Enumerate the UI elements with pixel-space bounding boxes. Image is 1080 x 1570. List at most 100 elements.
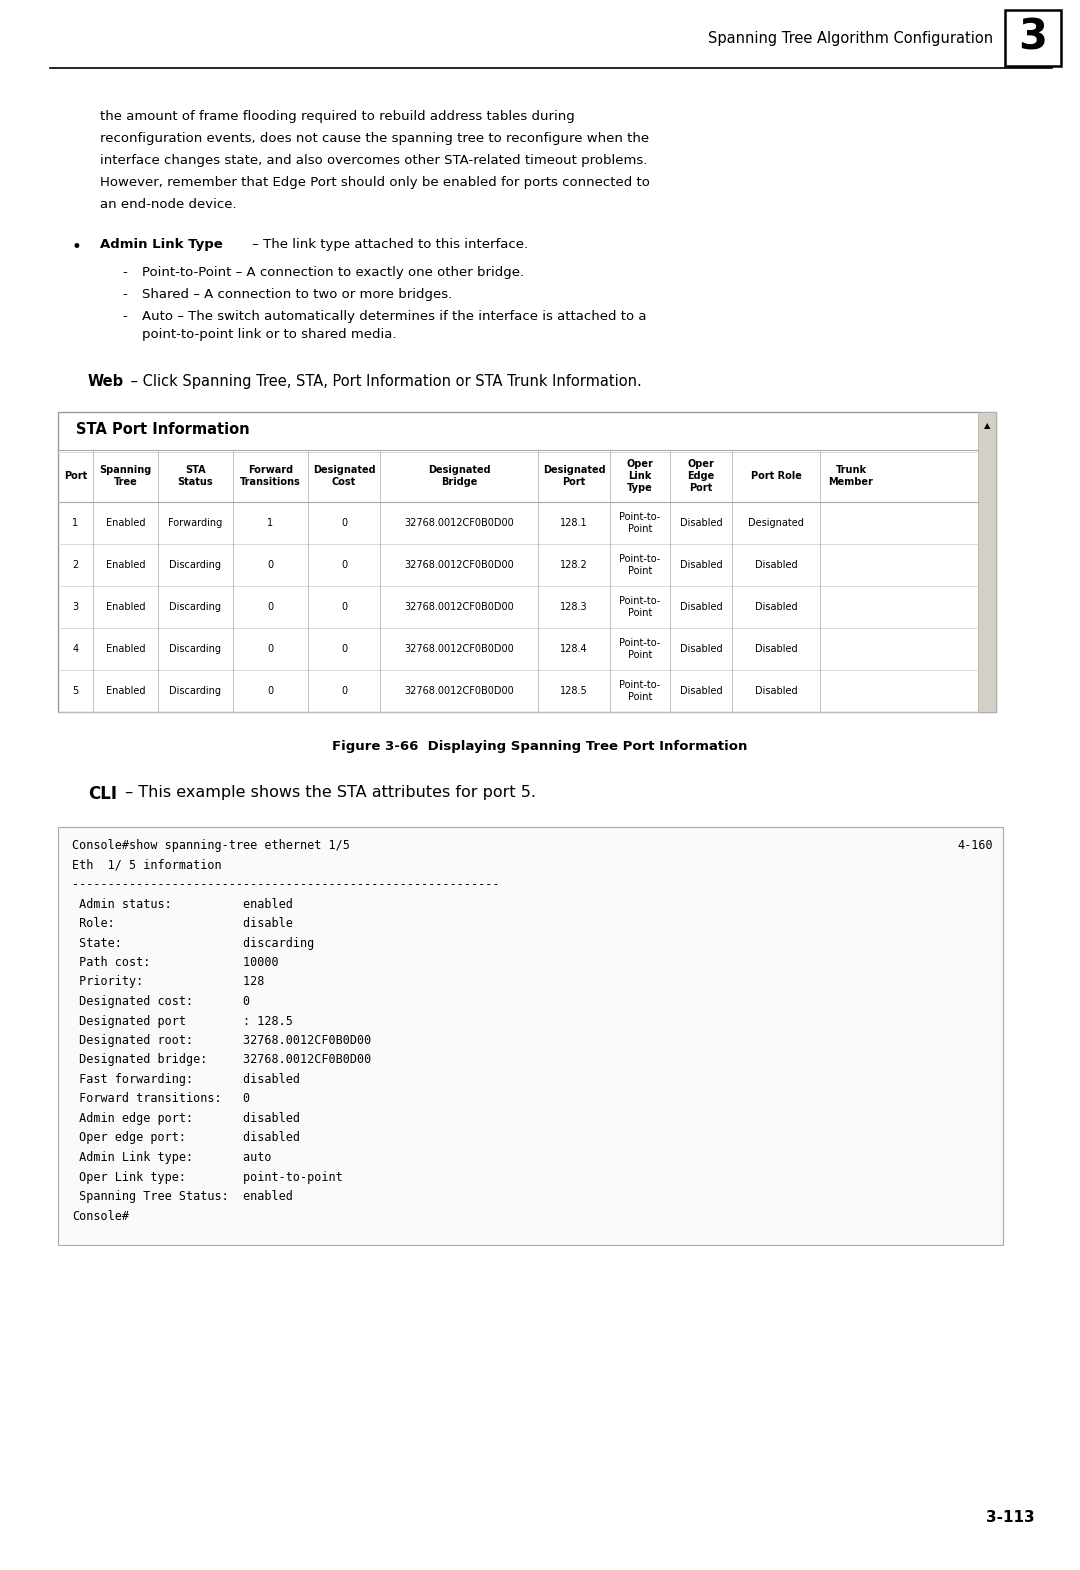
Text: Role:                  disable: Role: disable bbox=[72, 917, 293, 929]
Text: Trunk
Member: Trunk Member bbox=[828, 465, 874, 487]
Text: •: • bbox=[72, 239, 82, 256]
Text: Point-to-
Point: Point-to- Point bbox=[619, 597, 661, 619]
Text: the amount of frame flooding required to rebuild address tables during: the amount of frame flooding required to… bbox=[100, 110, 575, 122]
Text: 0: 0 bbox=[268, 644, 273, 655]
Text: Oper
Link
Type: Oper Link Type bbox=[626, 458, 653, 493]
Text: Point-to-
Point: Point-to- Point bbox=[619, 680, 661, 702]
Text: Point-to-Point – A connection to exactly one other bridge.: Point-to-Point – A connection to exactly… bbox=[141, 265, 524, 279]
Text: Auto – The switch automatically determines if the interface is attached to a: Auto – The switch automatically determin… bbox=[141, 309, 647, 323]
Text: Priority:              128: Priority: 128 bbox=[72, 975, 265, 989]
Text: Fast forwarding:       disabled: Fast forwarding: disabled bbox=[72, 1072, 300, 1086]
Text: Enabled: Enabled bbox=[106, 686, 145, 696]
Text: Disabled: Disabled bbox=[679, 644, 723, 655]
Text: Admin status:          enabled: Admin status: enabled bbox=[72, 898, 293, 911]
Text: Designated
Bridge: Designated Bridge bbox=[428, 465, 490, 487]
Text: Oper edge port:        disabled: Oper edge port: disabled bbox=[72, 1132, 300, 1145]
Text: Spanning
Tree: Spanning Tree bbox=[99, 465, 151, 487]
Text: 1: 1 bbox=[72, 518, 79, 528]
Text: 128.2: 128.2 bbox=[561, 560, 588, 570]
Text: 128.5: 128.5 bbox=[561, 686, 588, 696]
Text: 3: 3 bbox=[1018, 17, 1048, 60]
Text: Discarding: Discarding bbox=[170, 686, 221, 696]
Text: 32768.0012CF0B0D00: 32768.0012CF0B0D00 bbox=[404, 560, 514, 570]
Text: Shared – A connection to two or more bridges.: Shared – A connection to two or more bri… bbox=[141, 287, 453, 301]
Text: Enabled: Enabled bbox=[106, 644, 145, 655]
Text: 0: 0 bbox=[341, 686, 347, 696]
Text: -: - bbox=[122, 265, 126, 279]
Text: reconfiguration events, does not cause the spanning tree to reconfigure when the: reconfiguration events, does not cause t… bbox=[100, 132, 649, 144]
Text: State:                 discarding: State: discarding bbox=[72, 936, 314, 950]
Text: Port Role: Port Role bbox=[751, 471, 801, 480]
Text: 32768.0012CF0B0D00: 32768.0012CF0B0D00 bbox=[404, 518, 514, 528]
Text: Disabled: Disabled bbox=[679, 518, 723, 528]
Text: Spanning Tree Algorithm Configuration: Spanning Tree Algorithm Configuration bbox=[707, 30, 993, 46]
Text: Web: Web bbox=[87, 374, 124, 389]
Text: 128.3: 128.3 bbox=[561, 601, 588, 612]
Text: Eth  1/ 5 information: Eth 1/ 5 information bbox=[72, 859, 221, 871]
Text: – The link type attached to this interface.: – The link type attached to this interfa… bbox=[248, 239, 528, 251]
Text: Designated bridge:     32768.0012CF0B0D00: Designated bridge: 32768.0012CF0B0D00 bbox=[72, 1053, 372, 1066]
Text: Disabled: Disabled bbox=[755, 601, 797, 612]
Text: Oper Link type:        point-to-point: Oper Link type: point-to-point bbox=[72, 1171, 342, 1184]
Text: 0: 0 bbox=[268, 601, 273, 612]
Text: Disabled: Disabled bbox=[755, 686, 797, 696]
Text: Point-to-
Point: Point-to- Point bbox=[619, 554, 661, 576]
Text: Point-to-
Point: Point-to- Point bbox=[619, 637, 661, 659]
Text: Forwarding: Forwarding bbox=[168, 518, 222, 528]
Text: 0: 0 bbox=[341, 518, 347, 528]
Text: Enabled: Enabled bbox=[106, 518, 145, 528]
Text: 32768.0012CF0B0D00: 32768.0012CF0B0D00 bbox=[404, 601, 514, 612]
Text: STA Port Information: STA Port Information bbox=[76, 422, 249, 436]
Text: 0: 0 bbox=[341, 601, 347, 612]
Text: Forward
Transitions: Forward Transitions bbox=[240, 465, 301, 487]
Text: Path cost:             10000: Path cost: 10000 bbox=[72, 956, 279, 969]
Text: Designated
Port: Designated Port bbox=[542, 465, 605, 487]
Bar bbox=[1005, 9, 1061, 66]
Text: ------------------------------------------------------------: ----------------------------------------… bbox=[72, 878, 499, 892]
Text: Point-to-
Point: Point-to- Point bbox=[619, 512, 661, 534]
Text: Designated port        : 128.5: Designated port : 128.5 bbox=[72, 1014, 293, 1027]
Text: CLI: CLI bbox=[87, 785, 117, 802]
Text: 128.1: 128.1 bbox=[561, 518, 588, 528]
Bar bbox=[58, 411, 996, 713]
Text: 1: 1 bbox=[268, 518, 273, 528]
Text: Console#show spanning-tree ethernet 1/5: Console#show spanning-tree ethernet 1/5 bbox=[72, 838, 350, 853]
Text: Discarding: Discarding bbox=[170, 560, 221, 570]
Text: 32768.0012CF0B0D00: 32768.0012CF0B0D00 bbox=[404, 686, 514, 696]
Text: -: - bbox=[122, 309, 126, 323]
Text: Console#: Console# bbox=[72, 1209, 129, 1223]
Text: interface changes state, and also overcomes other STA-related timeout problems.: interface changes state, and also overco… bbox=[100, 154, 647, 166]
Text: 0: 0 bbox=[268, 560, 273, 570]
Text: 128.4: 128.4 bbox=[561, 644, 588, 655]
Text: Designated: Designated bbox=[748, 518, 804, 528]
Text: Discarding: Discarding bbox=[170, 601, 221, 612]
Text: 4-160: 4-160 bbox=[957, 838, 993, 853]
Text: 0: 0 bbox=[341, 560, 347, 570]
Text: point-to-point link or to shared media.: point-to-point link or to shared media. bbox=[141, 328, 396, 341]
Text: Designated root:       32768.0012CF0B0D00: Designated root: 32768.0012CF0B0D00 bbox=[72, 1035, 372, 1047]
Text: 3-113: 3-113 bbox=[986, 1510, 1035, 1524]
Text: Enabled: Enabled bbox=[106, 601, 145, 612]
Text: STA
Status: STA Status bbox=[178, 465, 214, 487]
Text: Admin Link Type: Admin Link Type bbox=[100, 239, 222, 251]
Text: 4: 4 bbox=[72, 644, 79, 655]
Text: Forward transitions:   0: Forward transitions: 0 bbox=[72, 1093, 251, 1105]
Text: 32768.0012CF0B0D00: 32768.0012CF0B0D00 bbox=[404, 644, 514, 655]
Text: Admin edge port:       disabled: Admin edge port: disabled bbox=[72, 1112, 300, 1126]
Text: Disabled: Disabled bbox=[679, 601, 723, 612]
Text: However, remember that Edge Port should only be enabled for ports connected to: However, remember that Edge Port should … bbox=[100, 176, 650, 188]
Text: Spanning Tree Status:  enabled: Spanning Tree Status: enabled bbox=[72, 1190, 293, 1203]
Bar bbox=[978, 411, 996, 713]
Text: 2: 2 bbox=[72, 560, 79, 570]
Text: Disabled: Disabled bbox=[755, 644, 797, 655]
Text: Designated cost:       0: Designated cost: 0 bbox=[72, 995, 251, 1008]
Text: Port: Port bbox=[64, 471, 87, 480]
Text: -: - bbox=[122, 287, 126, 301]
Text: Disabled: Disabled bbox=[679, 560, 723, 570]
Text: Enabled: Enabled bbox=[106, 560, 145, 570]
Text: ▲: ▲ bbox=[984, 421, 990, 430]
Text: – This example shows the STA attributes for port 5.: – This example shows the STA attributes … bbox=[120, 785, 536, 801]
Text: Figure 3-66  Displaying Spanning Tree Port Information: Figure 3-66 Displaying Spanning Tree Por… bbox=[333, 739, 747, 754]
Text: – Click Spanning Tree, STA, Port Information or STA Trunk Information.: – Click Spanning Tree, STA, Port Informa… bbox=[126, 374, 642, 389]
Text: Designated
Cost: Designated Cost bbox=[313, 465, 376, 487]
